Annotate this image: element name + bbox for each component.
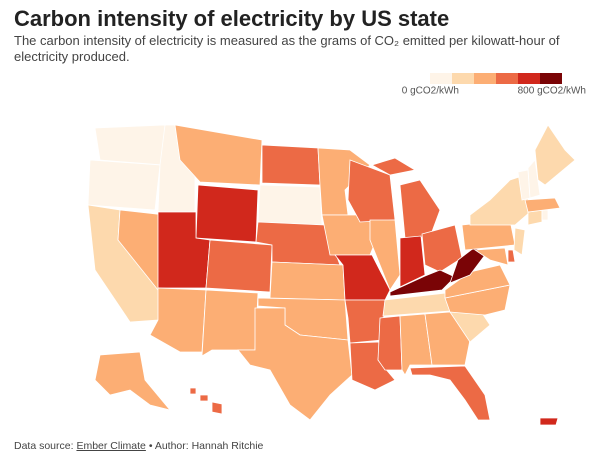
legend-swatch bbox=[518, 73, 540, 84]
region bbox=[524, 197, 561, 213]
region bbox=[369, 219, 401, 291]
legend-max-label: 800 gCO2/kWh bbox=[518, 86, 586, 97]
region bbox=[370, 157, 441, 239]
title: Carbon intensity of electricity by US st… bbox=[14, 6, 450, 31]
region bbox=[527, 159, 541, 199]
region bbox=[541, 209, 549, 221]
region bbox=[344, 299, 386, 344]
region bbox=[507, 249, 516, 263]
region bbox=[201, 289, 259, 357]
source-prefix: Data source: bbox=[14, 440, 74, 452]
legend-swatch bbox=[540, 73, 562, 84]
region bbox=[237, 307, 353, 421]
region bbox=[189, 387, 223, 415]
region bbox=[513, 227, 526, 256]
region bbox=[269, 261, 346, 301]
region bbox=[87, 159, 161, 211]
legend-swatch bbox=[430, 73, 452, 84]
region bbox=[473, 247, 509, 266]
region bbox=[527, 209, 543, 226]
region bbox=[149, 287, 207, 353]
region bbox=[205, 239, 273, 293]
region bbox=[94, 351, 172, 411]
region bbox=[421, 224, 463, 273]
region bbox=[261, 144, 321, 186]
region bbox=[399, 235, 426, 288]
region bbox=[195, 184, 259, 243]
source-link[interactable]: Ember Climate bbox=[76, 440, 146, 452]
region bbox=[539, 417, 559, 426]
region bbox=[94, 124, 166, 166]
legend-min-label: 0 gCO2/kWh bbox=[402, 86, 459, 97]
legend-swatch bbox=[474, 73, 496, 84]
region bbox=[377, 315, 403, 371]
region bbox=[534, 124, 576, 186]
legend-swatch bbox=[452, 73, 474, 84]
legend-swatch bbox=[496, 73, 518, 84]
author: • Author: Hannah Ritchie bbox=[148, 440, 264, 452]
region bbox=[257, 184, 323, 226]
region bbox=[409, 365, 491, 421]
subtitle: The carbon intensity of electricity is m… bbox=[14, 33, 560, 64]
region bbox=[174, 124, 263, 186]
map: 0 gCO2/kWh 800 gCO2/kWh bbox=[87, 73, 586, 426]
footer: Data source: Ember Climate • Author: Han… bbox=[14, 440, 263, 452]
